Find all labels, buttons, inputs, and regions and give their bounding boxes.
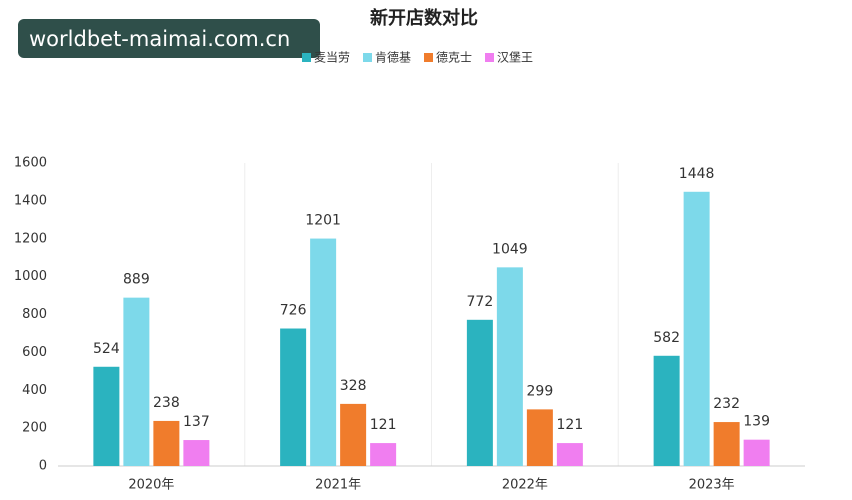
legend-swatch xyxy=(302,53,311,62)
bar xyxy=(683,191,710,466)
data-label: 524 xyxy=(93,341,120,357)
bar xyxy=(653,355,680,466)
data-label: 232 xyxy=(713,396,740,412)
y-tick-label: 400 xyxy=(22,383,47,398)
legend-label: 麦当劳 xyxy=(314,51,350,65)
bar xyxy=(743,439,770,466)
data-label: 1201 xyxy=(305,213,341,229)
x-tick-label: 2021年 xyxy=(315,478,361,493)
x-tick-label: 2020年 xyxy=(128,478,174,493)
legend-swatch xyxy=(363,53,372,62)
y-tick-label: 800 xyxy=(22,307,47,322)
y-tick-label: 0 xyxy=(39,459,47,474)
x-tick-label: 2022年 xyxy=(502,478,548,493)
data-label: 137 xyxy=(183,414,210,430)
bar xyxy=(556,443,583,466)
data-label: 889 xyxy=(123,272,150,288)
y-tick-label: 200 xyxy=(22,421,47,436)
bar xyxy=(340,403,367,466)
legend-label: 肯德基 xyxy=(375,50,411,65)
bar xyxy=(466,319,493,466)
data-label: 121 xyxy=(370,417,397,433)
y-tick-label: 600 xyxy=(22,345,47,360)
watermark: worldbet-maimai.com.cn xyxy=(29,27,290,51)
data-label: 1448 xyxy=(679,166,715,182)
y-tick-label: 1200 xyxy=(14,231,47,246)
data-label: 726 xyxy=(280,303,307,319)
data-label: 772 xyxy=(467,294,494,310)
bar xyxy=(153,420,180,466)
legend-swatch xyxy=(485,53,494,62)
data-label: 1049 xyxy=(492,241,528,257)
x-tick-label: 2023年 xyxy=(689,478,735,493)
bar xyxy=(310,238,337,466)
bar xyxy=(370,443,397,466)
bar xyxy=(93,366,120,466)
watermark-box xyxy=(18,19,320,58)
y-tick-label: 1000 xyxy=(14,269,47,284)
y-tick-label: 1400 xyxy=(14,193,47,208)
data-label: 328 xyxy=(340,378,367,394)
legend-label: 汉堡王 xyxy=(497,50,533,65)
data-label: 238 xyxy=(153,395,180,411)
data-label: 121 xyxy=(557,417,584,433)
data-label: 139 xyxy=(743,414,770,430)
y-tick-label: 1600 xyxy=(14,156,47,171)
data-label: 582 xyxy=(653,330,680,346)
bar xyxy=(123,297,150,466)
bar xyxy=(183,440,210,466)
chart-title: 新开店数对比 xyxy=(370,7,478,29)
legend-label: 德克士 xyxy=(436,50,472,65)
legend-swatch xyxy=(424,53,433,62)
bar xyxy=(713,422,740,466)
bar xyxy=(496,267,523,466)
bar xyxy=(526,409,553,466)
data-label: 299 xyxy=(527,383,554,399)
bar xyxy=(280,328,307,466)
